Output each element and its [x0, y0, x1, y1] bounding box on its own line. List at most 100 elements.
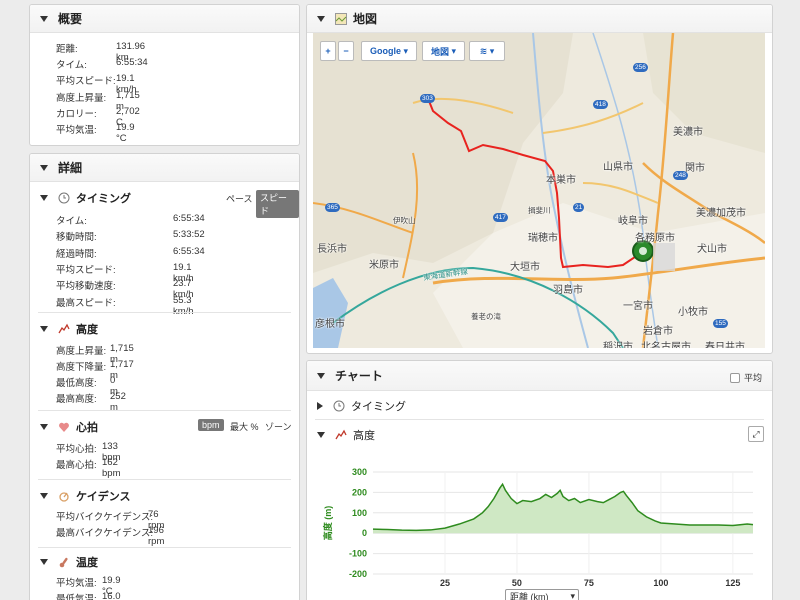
stat-row: 平均バイクケイデンス: 76 rpm: [56, 509, 164, 531]
stat-label: 最高バイクケイデンス:: [56, 528, 154, 539]
stat-label: 最高スピード:: [56, 297, 116, 309]
stat-label: 平均移動速度:: [56, 281, 116, 293]
summary-title: 概要: [58, 12, 83, 26]
collapse-caret-icon[interactable]: [40, 559, 48, 565]
chart-timing-row[interactable]: タイミング: [317, 398, 406, 414]
stat-label: 平均気温:: [56, 578, 97, 589]
stat-label: タイム:: [56, 216, 87, 227]
elevation-section-header[interactable]: 高度: [40, 321, 98, 337]
timing-section-header[interactable]: タイミング: [40, 190, 131, 206]
layers-select[interactable]: ≋ ▾: [469, 41, 505, 61]
details-panel: 詳細 タイミング ペース スピード タイム: 6:55:34 移動時間: 5:33:5…: [29, 153, 300, 600]
elevation-chart-svg[interactable]: 300 200 100 0 -100 -200 25 50 75 100 125 高度 (m): [313, 448, 765, 600]
map-place-label: 羽島市: [553, 285, 583, 296]
map-place-label: 長浜市: [317, 244, 347, 255]
stat-value: 5:33:52: [173, 229, 205, 241]
collapse-caret-icon[interactable]: [40, 15, 48, 22]
stat-label: 平均スピード:: [56, 264, 116, 276]
zone-toggle[interactable]: ゾーン: [265, 422, 292, 432]
stat-label: 経過時間:: [56, 248, 97, 260]
route-shield-icon: 21: [573, 203, 585, 212]
expand-caret-icon[interactable]: [317, 402, 323, 410]
chart-title: チャート: [335, 369, 383, 383]
x-axis-select[interactable]: 距離 (km) ▾: [505, 589, 579, 600]
heart-rate-title: 心拍: [76, 422, 98, 434]
stat-value: 131.96 km: [116, 41, 146, 63]
stat-value: 2,702 C: [116, 105, 140, 128]
stat-label: 平均気温:: [56, 125, 97, 136]
stat-label: 最低気温:: [56, 594, 97, 600]
heart-icon: [59, 422, 69, 432]
stat-label: 高度上昇量:: [56, 346, 107, 357]
collapse-caret-icon[interactable]: [317, 15, 325, 22]
map-place-label: 稲沢市: [603, 342, 633, 348]
speed-toggle[interactable]: スピード: [256, 190, 299, 218]
map-canvas[interactable]: [313, 33, 765, 348]
summary-header[interactable]: 概要: [30, 5, 299, 33]
pace-toggle[interactable]: ペース: [226, 194, 253, 204]
stat-value: 55.3 km/h: [173, 294, 194, 317]
x-tick-label: 25: [440, 578, 450, 588]
elevation-icon: [58, 323, 70, 334]
smooth-checkbox[interactable]: 平均: [729, 371, 762, 384]
stat-row: 高度上昇量: 1,715 m: [56, 90, 140, 112]
divider: [38, 410, 291, 411]
chevron-down-icon: ▾: [570, 590, 575, 600]
stat-row: 最高スピード: 55.3 km/h: [56, 295, 194, 317]
stat-row: 平均移動速度: 23.7 km/h: [56, 278, 194, 300]
map-place-label: 犬山市: [697, 244, 727, 255]
map-place-label: 一宮市: [623, 301, 653, 312]
map-place-label: 本巣市: [546, 175, 576, 186]
stat-value: 1,715 m: [116, 89, 140, 112]
checkbox-box[interactable]: [729, 372, 740, 383]
collapse-caret-icon[interactable]: [40, 326, 48, 332]
chart-header[interactable]: チャート: [307, 361, 772, 391]
stat-value: 0 m: [110, 375, 118, 397]
map-place-label: 大垣市: [510, 262, 540, 273]
heart-rate-section-header[interactable]: 心拍: [40, 419, 98, 435]
collapse-caret-icon[interactable]: [40, 164, 48, 171]
map-place-label: 岩倉市: [643, 326, 673, 337]
cadence-title: ケイデンス: [76, 491, 131, 503]
y-tick-label: 300: [352, 467, 367, 477]
elevation-icon: [335, 429, 347, 440]
expand-icon[interactable]: ⤢: [748, 426, 764, 442]
map-place-label: 小牧市: [678, 307, 708, 318]
chart-elevation-row[interactable]: 高度: [317, 427, 375, 443]
stat-row: 移動時間: 5:33:52: [56, 229, 205, 243]
map-provider-select[interactable]: Google ▾: [361, 41, 417, 61]
zoom-in-button[interactable]: +: [320, 41, 336, 61]
stat-value: 162 bpm: [102, 457, 121, 479]
map-title: 地図: [353, 12, 378, 26]
collapse-caret-icon[interactable]: [317, 372, 325, 379]
y-tick-label: -100: [349, 549, 367, 559]
max-percent-toggle[interactable]: 最大 %: [230, 422, 259, 432]
cadence-section-header[interactable]: ケイデンス: [40, 488, 131, 504]
smooth-label: 平均: [743, 373, 762, 383]
temperature-section-header[interactable]: 温度: [40, 554, 98, 570]
stat-value: 19.9 °C: [116, 122, 135, 144]
stat-label: 最高心拍:: [56, 460, 97, 471]
map-place-label: 関市: [685, 163, 705, 174]
chevron-down-icon: ▾: [451, 45, 457, 56]
y-tick-label: 100: [352, 508, 367, 518]
map-type-select[interactable]: 地図 ▾: [422, 41, 465, 61]
collapse-caret-icon[interactable]: [317, 432, 325, 438]
collapse-caret-icon[interactable]: [40, 195, 48, 201]
details-header[interactable]: 詳細: [30, 154, 299, 182]
zoom-out-button[interactable]: −: [338, 41, 354, 61]
stat-row: 平均気温: 19.9 °C: [56, 575, 121, 597]
elevation-chart[interactable]: 300 200 100 0 -100 -200 25 50 75 100 125 高度 (m): [313, 448, 765, 600]
map-header[interactable]: 地図: [307, 5, 772, 33]
stat-label: 高度上昇量:: [56, 92, 107, 104]
collapse-caret-icon[interactable]: [40, 493, 48, 499]
chart-elevation-label: 高度: [353, 430, 375, 442]
map-place-label: 彦根市: [315, 319, 345, 330]
collapse-caret-icon[interactable]: [40, 424, 48, 430]
route-shield-icon: 417: [493, 213, 508, 222]
route-map[interactable]: + − Google ▾ 地図 ▾ ≋ ▾ 美濃市 山県市 関市 本巣市 美濃加茂市 岐阜…: [313, 33, 765, 348]
details-title: 詳細: [58, 161, 83, 175]
divider: [315, 419, 764, 420]
bpm-toggle[interactable]: bpm: [198, 419, 224, 431]
stat-row: 平均心拍: 133 bpm: [56, 441, 120, 463]
